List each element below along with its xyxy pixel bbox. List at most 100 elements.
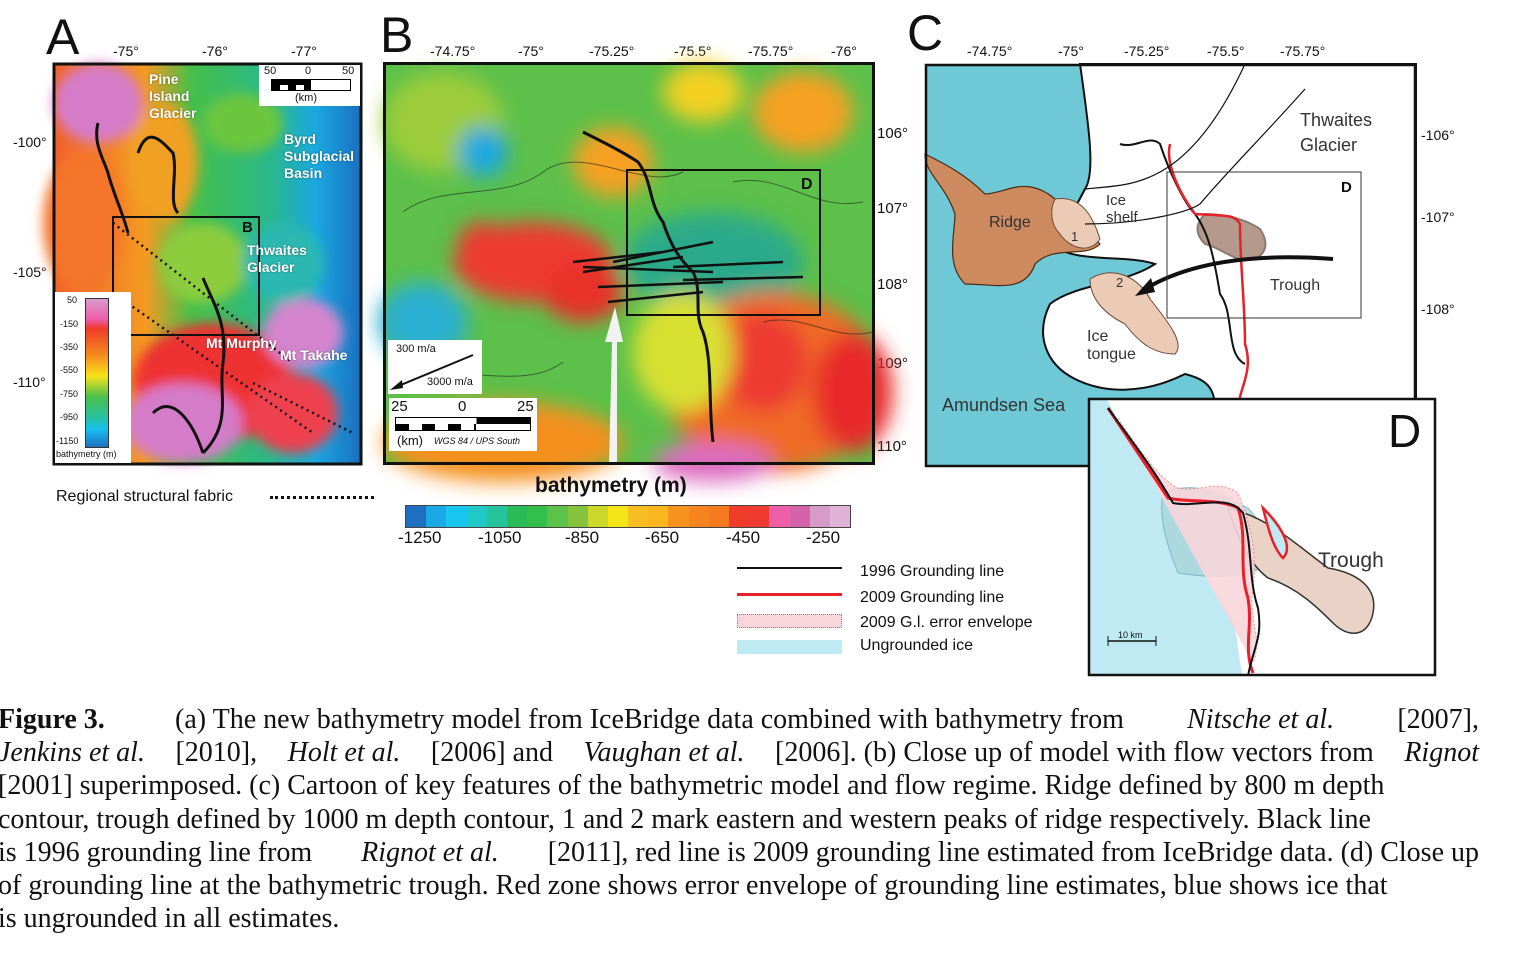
scale-unit: (km) — [397, 433, 423, 448]
caption-line: Jenkins et al. [2010], Holt et al. [2006… — [0, 736, 1479, 769]
colorbar-swatch — [648, 506, 669, 527]
colorbar-tick: -850 — [565, 528, 600, 547]
colorbar-swatch — [547, 506, 568, 527]
colorbar-swatch — [749, 506, 770, 527]
scale-right: 50 — [342, 65, 355, 77]
legend-label: 2009 Grounding line — [860, 589, 1005, 606]
panel-c-right-tick: -107° — [1421, 209, 1455, 225]
figure-number: Figure 3. — [0, 704, 105, 735]
panel-a-top-tick: -76° — [202, 43, 228, 59]
legend-tick: -150 — [60, 319, 79, 329]
citation: Jenkins et al. — [0, 737, 145, 769]
citation: Rignot — [1404, 737, 1479, 769]
caption-text: (a) The new bathymetry model from IceBri… — [161, 704, 1131, 735]
caption-text: is 1996 grounding line from — [0, 836, 320, 868]
velocity-small-label: 300 m/a — [396, 343, 436, 355]
legend-tick: -750 — [60, 389, 79, 399]
colorbar-tick: -1050 — [478, 528, 522, 547]
scale-mid: 0 — [305, 65, 312, 77]
ice-shelf-label: Ice shelf — [1106, 192, 1138, 226]
panel-b-top-tick: -75.5° — [674, 43, 712, 59]
legend-title: bathymetry (m) — [56, 449, 117, 459]
ice-tongue-label: Ice tongue — [1087, 328, 1136, 363]
citation: Holt et al. — [287, 737, 401, 769]
panel-a-top-tick: -75° — [113, 43, 139, 59]
panel-d-letter: D — [1388, 405, 1422, 457]
panel-b-right-tick: 107° — [877, 200, 909, 217]
legend-tick: -950 — [60, 412, 79, 422]
citation: Nitsche et al. — [1187, 704, 1335, 735]
caption-text: [2001] superimposed. (c) Cartoon of key … — [0, 770, 1385, 802]
scale-bar-label: 10 km — [1118, 630, 1143, 640]
caption-text: [2010], — [168, 737, 265, 769]
colorbar-tick: -1250 — [398, 528, 442, 547]
colorbar-swatch — [587, 506, 608, 527]
panel-a-left-tick: -105° — [13, 264, 47, 280]
grounding-line-2009-swatch — [737, 593, 842, 596]
panel-c-top-tick: -74.75° — [967, 43, 1013, 59]
figure-caption: Figure 3. (a) The new bathymetry model f… — [0, 703, 1479, 935]
byrd-subglacial-basin-label: Byrd Subglacial Basin — [284, 131, 355, 181]
grounding-line-1996-swatch — [737, 567, 842, 569]
legend-tick: -550 — [60, 365, 79, 375]
colorbar-swatch — [506, 506, 528, 527]
colorbar-swatch — [426, 506, 447, 527]
colorbar-swatch — [567, 506, 588, 527]
colorbar-swatch — [628, 506, 649, 527]
scale-unit: (km) — [295, 92, 317, 104]
panel-c-right-tick: -106° — [1421, 127, 1455, 143]
colorbar-swatch — [769, 506, 790, 527]
panel-c-top-tick: -75.5° — [1207, 43, 1245, 59]
panel-b-top-tick: -75° — [518, 43, 544, 59]
caption-text: [2006]. (b) Close up of model with flow … — [768, 737, 1381, 769]
caption-line: is 1996 grounding line from Rignot et al… — [0, 836, 1479, 869]
panel-a-bathymetry-map — [43, 62, 363, 466]
box-d-label: D — [1341, 179, 1352, 196]
projection-label: WGS 84 / UPS South — [434, 436, 521, 446]
colorbar-swatch — [446, 506, 467, 527]
panel-b-right-tick: 110° — [877, 438, 907, 455]
citation: Rignot et al. — [361, 836, 499, 868]
colorbar-tick: -250 — [806, 528, 841, 547]
thwaites-glacier-label: Thwaites Glacier — [247, 242, 307, 275]
colorbar-swatch — [527, 506, 548, 527]
pine-island-glacier-label: Pine Island Glacier — [149, 71, 197, 121]
colorbar-swatch — [486, 506, 507, 527]
panel-d-grounding-line-map — [1087, 397, 1437, 677]
caption-line: is ungrounded in all estimates. — [0, 902, 1479, 935]
dotted-line-swatch — [270, 496, 374, 499]
panel-c-letter: C — [907, 5, 944, 61]
mt-takahe-label: Mt Takahe — [280, 347, 348, 363]
panel-b-scale-bar: 25 0 25 (km) WGS 84 / UPS South — [389, 398, 537, 451]
caption-line: Figure 3. (a) The new bathymetry model f… — [0, 703, 1479, 736]
panel-b-top-tick: -76° — [831, 43, 857, 59]
panel-b-right-tick: 106° — [877, 125, 909, 142]
scale-left: 25 — [391, 398, 408, 415]
velocity-large-label: 3000 m/a — [427, 376, 473, 388]
bathymetry-colorbar — [405, 505, 851, 528]
peak-1-label: 1 — [1071, 229, 1079, 244]
panel-a-letter: A — [46, 9, 80, 65]
caption-text: [2011], red line is 2009 grounding line … — [540, 836, 1479, 868]
scale-right: 25 — [517, 398, 534, 415]
panel-b-top-tick: -75.25° — [589, 43, 635, 59]
panel-b-right-tick: 108° — [877, 276, 909, 293]
colorbar-swatch — [809, 506, 830, 527]
colorbar-swatch — [789, 506, 810, 527]
citation: Vaughan et al. — [583, 737, 745, 769]
scale-left: 50 — [264, 65, 277, 77]
legend-label: 1996 Grounding line — [860, 563, 1005, 580]
legend-tick: -350 — [60, 342, 79, 352]
ungrounded-ice-swatch — [737, 640, 842, 654]
velocity-legend: 300 m/a 3000 m/a — [388, 340, 482, 394]
caption-line: of grounding line at the bathymetric tro… — [0, 869, 1479, 902]
box-b-label: B — [242, 219, 253, 236]
legend-label: Ungrounded ice — [860, 637, 973, 654]
colorbar-swatch — [688, 506, 709, 527]
panel-a-left-tick: -110° — [13, 374, 46, 390]
caption-text: [2006] and — [423, 737, 560, 769]
structural-fabric-legend-label: Regional structural fabric — [56, 488, 233, 505]
panel-a-left-tick: -100° — [13, 134, 47, 150]
legend-tick: 50 — [67, 295, 78, 305]
panel-c-top-tick: -75.75° — [1280, 43, 1326, 59]
